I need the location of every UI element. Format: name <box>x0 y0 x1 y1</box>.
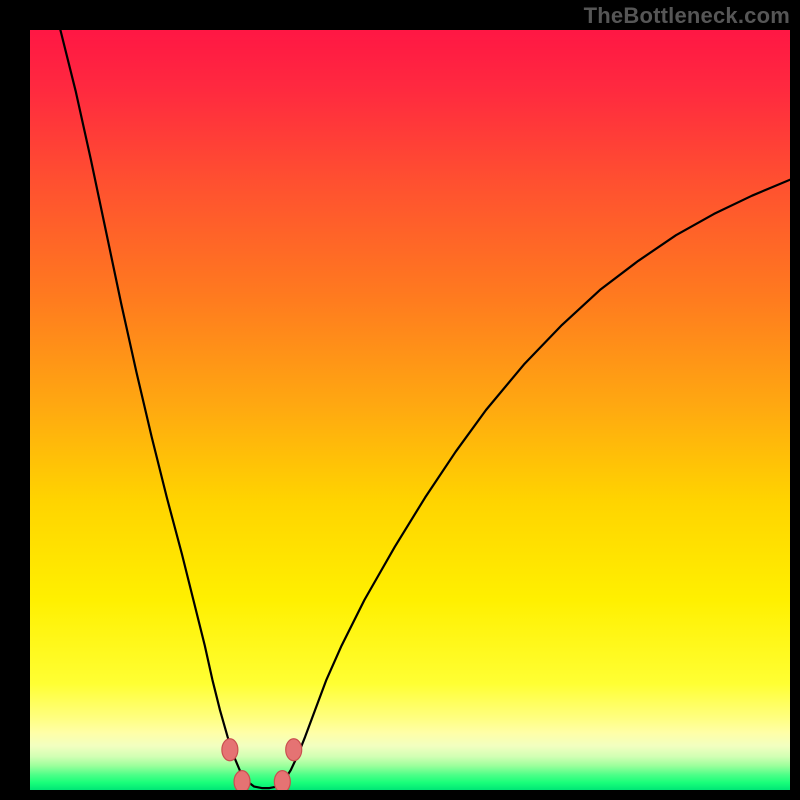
gradient-background <box>30 30 790 790</box>
bottleneck-chart-svg <box>30 30 790 790</box>
optimal-marker <box>222 739 238 761</box>
plot-area <box>30 30 790 790</box>
chart-outer-frame: TheBottleneck.com <box>0 0 800 800</box>
watermark-text: TheBottleneck.com <box>584 3 790 29</box>
optimal-marker <box>234 771 250 790</box>
optimal-marker <box>286 739 302 761</box>
optimal-marker <box>274 771 290 790</box>
